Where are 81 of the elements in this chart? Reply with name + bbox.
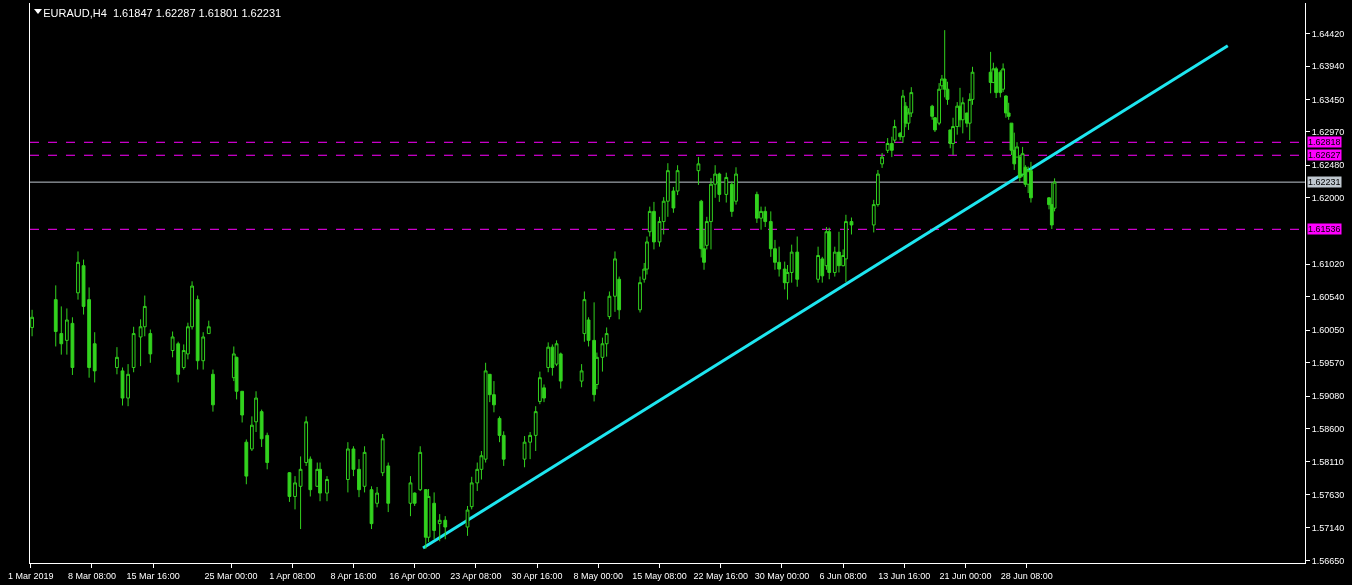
candlestick	[148, 329, 153, 364]
y-tick-label: 1.62000	[1311, 192, 1345, 203]
candlestick	[30, 309, 34, 337]
x-tick-label: 16 Apr 00:00	[389, 570, 441, 581]
candlestick	[115, 346, 119, 375]
y-tick-label: 1.58600	[1311, 423, 1345, 434]
y-tick-label: 1.59570	[1311, 357, 1345, 368]
x-tick-label: 6 Jun 08:00	[819, 570, 867, 581]
candlestick	[244, 438, 249, 485]
ref-line-label: 1.61536	[1308, 224, 1341, 234]
ref-line-label: 1.62818	[1308, 137, 1341, 147]
candlestick	[206, 320, 211, 335]
ref-line-label: 1.62231	[1308, 177, 1341, 187]
candlestick	[211, 369, 215, 413]
x-tick-label: 15 May 08:00	[632, 570, 687, 581]
y-tick-label: 1.60540	[1311, 292, 1345, 303]
candlestick	[53, 284, 58, 347]
ref-line-label: 1.62627	[1308, 150, 1341, 160]
y-tick-label: 1.63450	[1311, 94, 1345, 105]
candlestick	[837, 231, 841, 273]
y-tick-label: 1.56650	[1311, 556, 1345, 567]
y-tick-label: 1.57630	[1311, 489, 1345, 500]
candlestick	[1004, 94, 1008, 119]
x-tick-label: 8 Mar 08:00	[67, 570, 116, 581]
x-tick-label: 22 May 16:00	[693, 570, 748, 581]
candlestick	[607, 290, 612, 320]
x-tick-label: 25 Mar 00:00	[204, 570, 258, 581]
candlestick	[1049, 182, 1054, 230]
candlestick	[827, 227, 832, 280]
candlestick	[465, 505, 470, 537]
candlestick	[59, 305, 64, 356]
candlestick	[418, 445, 423, 492]
candlestick	[696, 156, 701, 186]
x-tick-label: 30 Apr 16:00	[511, 570, 563, 581]
y-tick-label: 1.64420	[1311, 28, 1345, 39]
candlestick	[1029, 161, 1033, 204]
candlestick	[550, 343, 555, 377]
candlestick	[92, 331, 97, 383]
x-tick-label: 8 May 00:00	[573, 570, 624, 581]
x-tick-label: 15 Mar 16:00	[126, 570, 180, 581]
candlestick	[537, 371, 542, 405]
x-tick-label: 13 Jun 16:00	[878, 570, 931, 581]
candlestick	[318, 462, 322, 502]
x-tick-label: 8 Apr 16:00	[330, 570, 377, 581]
y-tick-label: 1.60050	[1311, 325, 1345, 336]
y-tick-label: 1.57140	[1311, 522, 1345, 533]
candlestick	[901, 89, 905, 144]
candlestick	[287, 471, 292, 503]
candlestick	[298, 455, 303, 530]
candlestick	[816, 246, 820, 284]
candlestick	[546, 341, 551, 373]
candlestick	[362, 445, 367, 493]
y-tick-label: 1.62480	[1311, 160, 1345, 171]
y-tick-label: 1.62970	[1311, 127, 1345, 138]
candlestick	[1001, 62, 1006, 93]
x-tick-label: 1 Apr 08:00	[269, 570, 316, 581]
y-tick-label: 1.61020	[1311, 259, 1345, 270]
candlestick	[988, 51, 993, 94]
candlestick	[885, 137, 890, 154]
y-tick-label: 1.63940	[1311, 61, 1345, 72]
candlestick	[325, 475, 329, 502]
x-tick-label: 21 Jun 00:00	[939, 570, 992, 581]
chart-title: EURAUD,H4 1.61847 1.62287 1.61801 1.62231	[43, 6, 282, 19]
candlestick	[579, 363, 584, 388]
candlestick	[724, 172, 729, 204]
candlestick	[763, 206, 768, 228]
y-tick-label: 1.58110	[1311, 457, 1344, 468]
x-tick-label: 30 May 00:00	[754, 570, 810, 581]
candlestick	[408, 475, 413, 517]
x-tick-label: 23 Apr 08:00	[450, 570, 502, 581]
candlestick	[880, 152, 884, 169]
candlestick	[582, 290, 587, 343]
x-tick-label: 1 Mar 2019	[7, 570, 54, 581]
y-tick-label: 1.59080	[1311, 391, 1345, 402]
candlestick	[76, 250, 80, 301]
candlestick	[357, 458, 361, 498]
candlestick	[533, 405, 538, 452]
candlestick	[293, 475, 297, 510]
candlestick	[131, 326, 136, 373]
x-tick-label: 28 Jun 08:00	[1000, 570, 1053, 581]
candlestick	[994, 66, 999, 99]
